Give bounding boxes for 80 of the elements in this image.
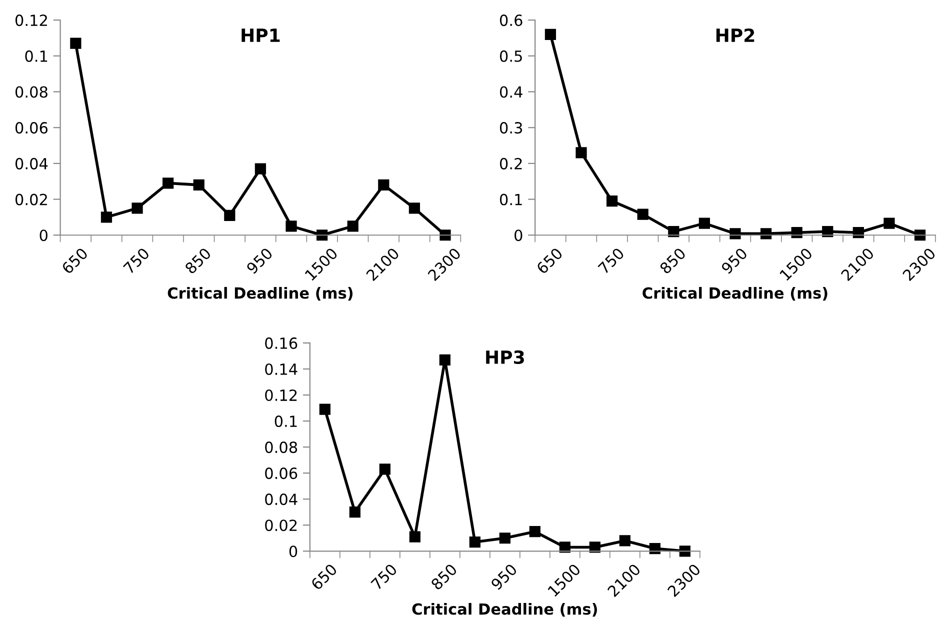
y-tick-label: 0.08 [15, 86, 48, 98]
x-tick-label: 950 [720, 247, 748, 275]
point [668, 226, 680, 238]
point [319, 404, 330, 415]
point [698, 218, 710, 229]
x-tick-label: 850 [184, 247, 212, 274]
x-tick-label: 950 [246, 247, 274, 275]
point [619, 535, 630, 546]
y-tick-label: 0.02 [15, 194, 47, 206]
y-tick-label: 0 [40, 230, 48, 242]
y-tick-label: 0.1 [25, 50, 48, 62]
y-tick-label: 0.12 [15, 14, 47, 26]
y-tick-label: 0.04 [15, 158, 48, 170]
point [576, 147, 587, 158]
point [914, 230, 926, 241]
x-tick-label: 650 [536, 247, 564, 274]
point [469, 536, 480, 548]
y-tick-label: 0.14 [265, 363, 298, 376]
x-tick-label: 750 [122, 247, 150, 274]
y-tick-label: 0.2 [500, 158, 522, 170]
y-tick-label: 0.04 [265, 494, 298, 506]
point [316, 230, 328, 241]
point [649, 542, 660, 554]
x-tick-label: 650 [61, 247, 88, 274]
x-tick-label: 950 [490, 563, 518, 591]
y-tick-label: 0.06 [15, 122, 48, 134]
point [822, 226, 834, 238]
point [730, 228, 741, 240]
y-tick-label: 0.6 [500, 14, 522, 26]
x-axis-title: Critical Deadline (ms) [642, 286, 828, 301]
point [637, 208, 648, 220]
point [100, 212, 112, 223]
point [439, 354, 450, 366]
point [132, 202, 143, 214]
point [529, 526, 540, 538]
point [606, 196, 618, 207]
chart-title: HP1 [242, 28, 280, 42]
point [679, 546, 690, 557]
point [254, 163, 266, 174]
point [760, 228, 772, 240]
point [286, 220, 297, 232]
point [791, 227, 802, 238]
point [70, 38, 82, 49]
x-axis-title: Critical Deadline (ms) [168, 286, 353, 301]
x-tick-label: 750 [598, 247, 625, 274]
y-tick-label: 0.4 [500, 86, 522, 98]
y-tick-label: 0 [289, 546, 298, 558]
x-tick-label: 750 [370, 563, 398, 590]
y-tick-label: 0.1 [500, 194, 522, 206]
x-tick-label: 650 [310, 563, 338, 590]
y-tick-label: 0.5 [500, 50, 522, 62]
y-tick-label: 0.16 [265, 337, 298, 349]
y-tick-label: 0.02 [265, 520, 297, 532]
point [852, 227, 864, 238]
point [224, 210, 236, 221]
x-tick-label: 850 [430, 563, 458, 590]
y-tick-label: 0.12 [265, 389, 297, 402]
point [378, 179, 390, 190]
y-tick-label: 0.08 [265, 442, 298, 454]
chart-title: HP3 [486, 350, 524, 364]
point [559, 542, 570, 553]
y-tick-label: 0.06 [265, 468, 298, 480]
point [193, 179, 204, 190]
x-tick-label: 850 [659, 247, 686, 274]
point [440, 230, 451, 241]
point [409, 531, 420, 542]
point [379, 464, 390, 475]
chart-title: HP2 [716, 28, 754, 42]
y-tick-label: 0 [514, 230, 522, 242]
point [408, 202, 420, 214]
point [884, 218, 895, 229]
point [589, 542, 600, 553]
point [349, 506, 360, 518]
point [347, 220, 358, 232]
point [162, 178, 174, 189]
x-axis-title: Critical Deadline (ms) [412, 602, 597, 617]
y-tick-label: 0.1 [274, 415, 297, 428]
point [544, 28, 556, 40]
point [499, 532, 510, 544]
y-tick-label: 0.3 [500, 122, 522, 134]
